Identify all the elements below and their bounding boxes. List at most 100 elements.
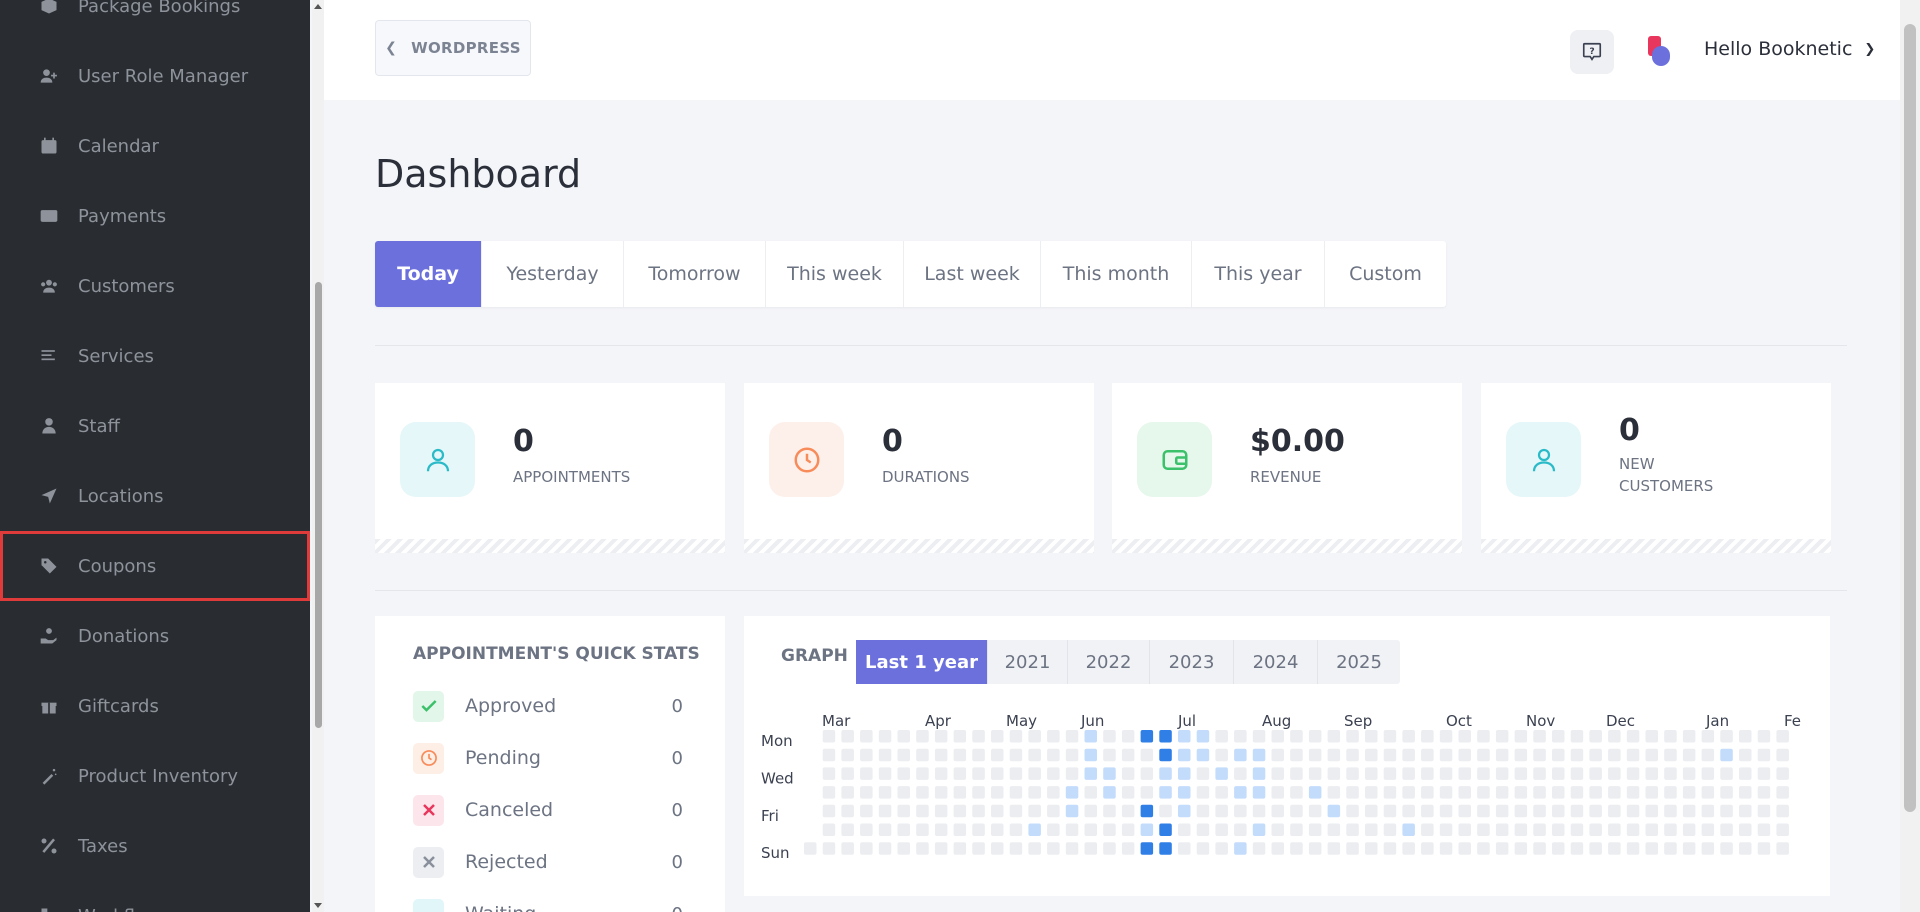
heatmap-cell[interactable] (953, 786, 967, 799)
heatmap-cell[interactable] (972, 823, 985, 837)
heatmap-cell[interactable] (1739, 730, 1752, 743)
heatmap-cell[interactable] (916, 730, 929, 743)
heatmap-cell[interactable] (897, 767, 911, 780)
heatmap-cell[interactable] (1271, 767, 1285, 780)
heatmap-cell[interactable] (841, 730, 854, 743)
graph-tab-last-1-year[interactable]: Last 1 year (856, 640, 988, 684)
heatmap-cell[interactable] (1308, 786, 1322, 799)
heatmap-cell[interactable] (1346, 804, 1359, 818)
heatmap-cell[interactable] (991, 748, 1004, 762)
heatmap-cell[interactable] (1701, 730, 1715, 743)
heatmap-cell[interactable] (1215, 748, 1228, 762)
heatmap-cell[interactable] (1439, 804, 1453, 818)
heatmap-cell[interactable] (916, 748, 929, 762)
heatmap-cell[interactable] (1009, 730, 1023, 743)
heatmap-cell[interactable] (1290, 730, 1303, 743)
heatmap-cell[interactable] (1402, 767, 1415, 780)
heatmap-cell[interactable] (1065, 730, 1079, 743)
heatmap-cell[interactable] (1645, 842, 1659, 855)
heatmap-cell[interactable] (1514, 823, 1528, 837)
heatmap-cell[interactable] (1103, 786, 1116, 799)
heatmap-cell[interactable] (1271, 804, 1285, 818)
heatmap-cell[interactable] (1271, 842, 1285, 855)
heatmap-cell[interactable] (1477, 842, 1490, 855)
heatmap-cell[interactable] (1458, 786, 1472, 799)
heatmap-cell[interactable] (1084, 842, 1098, 855)
main-scroll-thumb[interactable] (1904, 24, 1916, 812)
heatmap-cell[interactable] (1421, 823, 1434, 837)
heatmap-cell[interactable] (1477, 767, 1490, 780)
heatmap-cell[interactable] (1327, 730, 1341, 743)
heatmap-cell[interactable] (1103, 748, 1116, 762)
heatmap-cell[interactable] (1664, 767, 1677, 780)
sidebar-item-calendar[interactable]: Calendar (0, 111, 310, 181)
heatmap-cell[interactable] (1196, 786, 1210, 799)
heatmap-cell[interactable] (1308, 804, 1322, 818)
heatmap-cell[interactable] (1234, 823, 1247, 837)
help-button[interactable]: ? (1570, 30, 1614, 74)
heatmap-cell[interactable] (1402, 786, 1415, 799)
heatmap-cell[interactable] (1028, 823, 1041, 837)
heatmap-cell[interactable] (1720, 748, 1733, 762)
graph-tab-2021[interactable]: 2021 (988, 640, 1068, 684)
heatmap-cell[interactable] (1439, 748, 1453, 762)
heatmap-cell[interactable] (1533, 730, 1546, 743)
heatmap-cell[interactable] (1215, 823, 1228, 837)
heatmap-cell[interactable] (1552, 842, 1565, 855)
sidebar-item-workflow[interactable]: Workflow (0, 881, 310, 912)
heatmap-cell[interactable] (1701, 786, 1715, 799)
heatmap-cell[interactable] (1514, 786, 1528, 799)
heatmap-cell[interactable] (1608, 842, 1621, 855)
heatmap-cell[interactable] (1682, 823, 1696, 837)
tab-last-week[interactable]: Last week (904, 241, 1041, 307)
heatmap-cell[interactable] (1365, 767, 1378, 780)
heatmap-cell[interactable] (1065, 804, 1079, 818)
heatmap-cell[interactable] (1664, 804, 1677, 818)
heatmap-cell[interactable] (1140, 823, 1154, 837)
heatmap-cell[interactable] (1495, 786, 1509, 799)
heatmap-cell[interactable] (1215, 730, 1228, 743)
heatmap-cell[interactable] (1196, 748, 1210, 762)
heatmap-cell[interactable] (1103, 842, 1116, 855)
heatmap-cell[interactable] (1290, 786, 1303, 799)
heatmap-cell[interactable] (1009, 767, 1023, 780)
heatmap-cell[interactable] (916, 804, 929, 818)
heatmap-cell[interactable] (897, 842, 911, 855)
heatmap-cell[interactable] (1645, 823, 1659, 837)
heatmap-cell[interactable] (1121, 842, 1135, 855)
heatmap-cell[interactable] (1458, 823, 1472, 837)
sidebar-item-locations[interactable]: Locations (0, 461, 310, 531)
heatmap-cell[interactable] (1626, 786, 1640, 799)
heatmap-cell[interactable] (1084, 767, 1098, 780)
heatmap-cell[interactable] (953, 823, 967, 837)
heatmap-cell[interactable] (1739, 823, 1752, 837)
heatmap-cell[interactable] (1009, 823, 1023, 837)
sidebar-item-package-bookings[interactable]: Package Bookings (0, 0, 310, 41)
heatmap-cell[interactable] (1196, 730, 1210, 743)
heatmap-cell[interactable] (860, 730, 873, 743)
heatmap-cell[interactable] (1458, 730, 1472, 743)
heatmap-cell[interactable] (1009, 804, 1023, 818)
heatmap-cell[interactable] (1290, 767, 1303, 780)
heatmap-cell[interactable] (1065, 767, 1079, 780)
heatmap-cell[interactable] (1589, 767, 1602, 780)
heatmap-cell[interactable] (1421, 730, 1434, 743)
heatmap-cell[interactable] (841, 823, 854, 837)
heatmap-cell[interactable] (934, 730, 948, 743)
heatmap-cell[interactable] (1383, 767, 1397, 780)
heatmap-cell[interactable] (1739, 767, 1752, 780)
heatmap-cell[interactable] (1701, 767, 1715, 780)
heatmap-cell[interactable] (1645, 767, 1659, 780)
heatmap-cell[interactable] (916, 842, 929, 855)
heatmap-cell[interactable] (1103, 804, 1116, 818)
tab-today[interactable]: Today (375, 241, 482, 307)
heatmap-cell[interactable] (1290, 804, 1303, 818)
heatmap-cell[interactable] (1570, 823, 1584, 837)
graph-tab-2023[interactable]: 2023 (1150, 640, 1234, 684)
graph-tab-2024[interactable]: 2024 (1234, 640, 1318, 684)
heatmap-cell[interactable] (1252, 842, 1266, 855)
sidebar-item-giftcards[interactable]: Giftcards (0, 671, 310, 741)
heatmap-cell[interactable] (1290, 823, 1303, 837)
heatmap-cell[interactable] (1196, 804, 1210, 818)
heatmap-cell[interactable] (1776, 730, 1789, 743)
